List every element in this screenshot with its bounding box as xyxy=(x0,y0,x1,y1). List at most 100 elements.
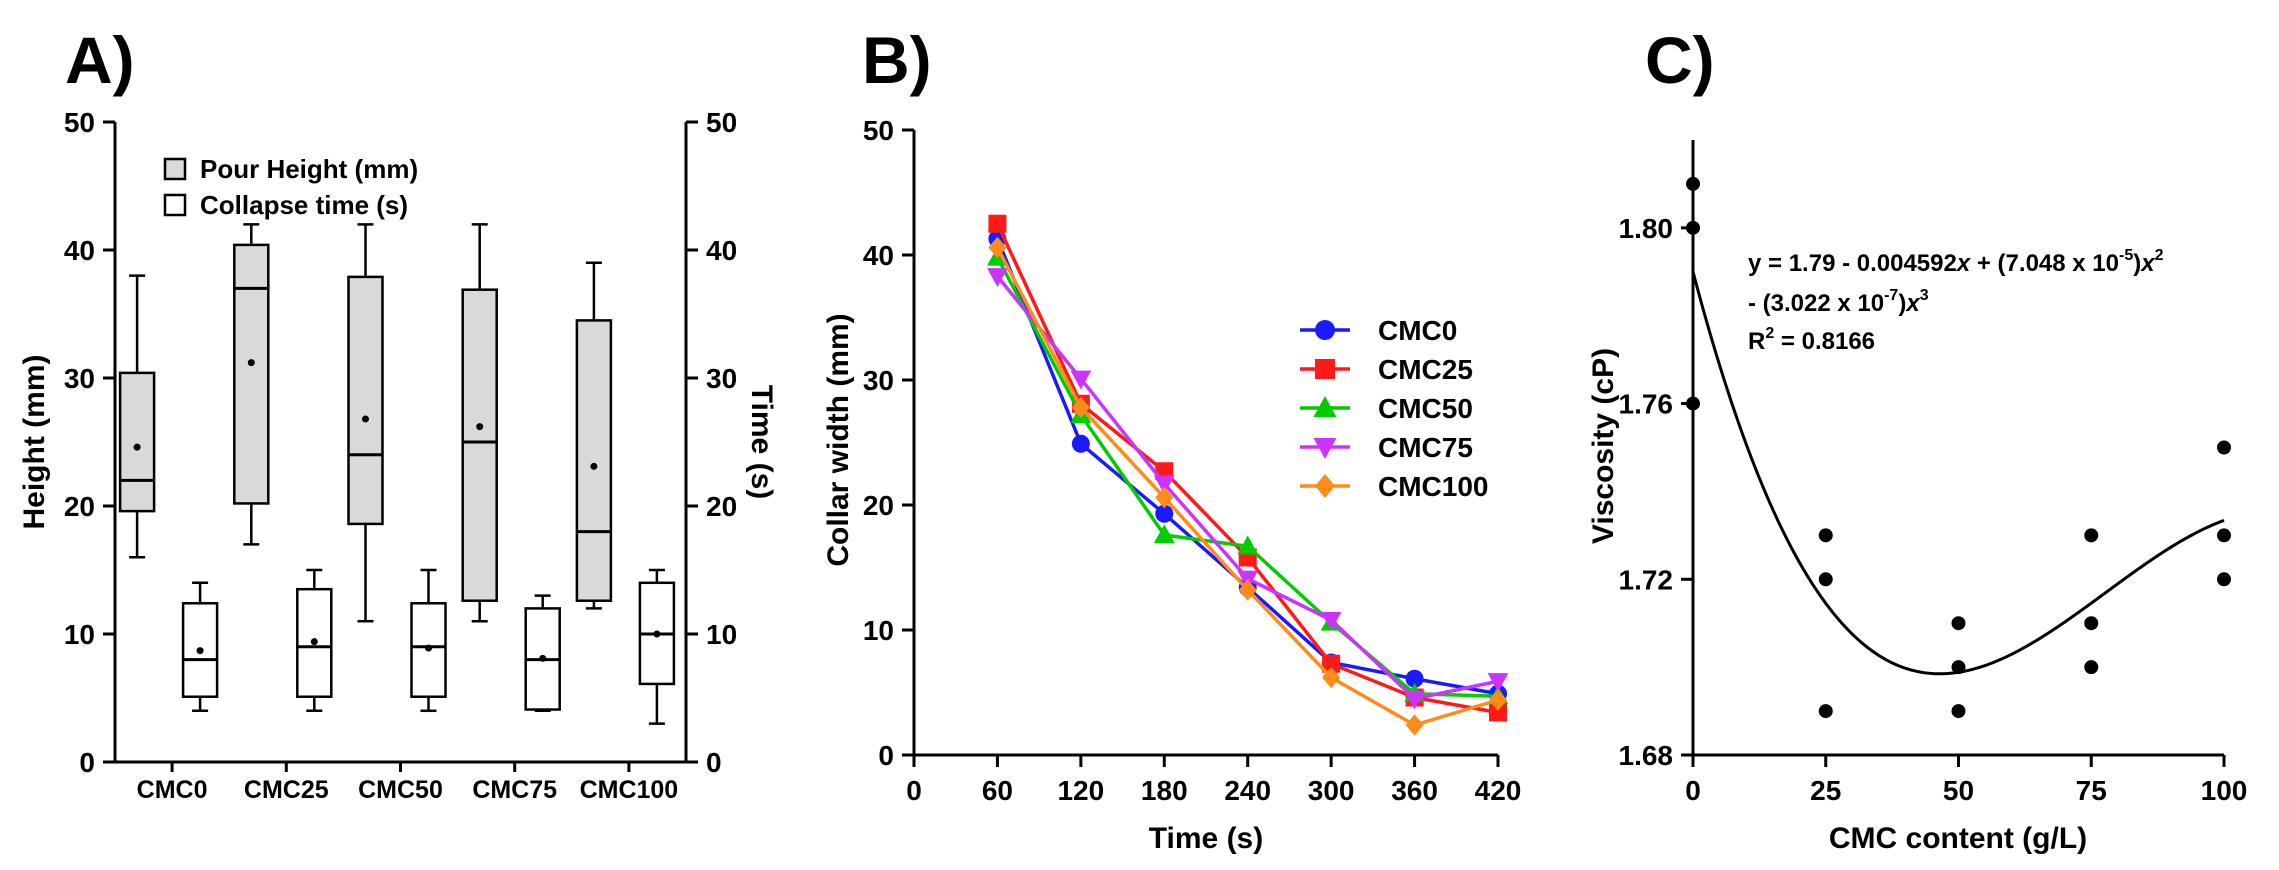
a-y-axis-label: Height (mm) xyxy=(18,355,51,530)
c-data-point xyxy=(2217,440,2231,455)
b-x-tick-label: 0 xyxy=(906,775,922,806)
a-collapse-time-mean xyxy=(653,630,661,638)
a-legend-swatch-collapse-time xyxy=(163,193,187,217)
a-collapse-time-mean xyxy=(196,647,204,655)
a-legend-collapse-time: Collapse time (s) xyxy=(200,190,408,220)
b-x-axis-label: Time (s) xyxy=(1149,822,1263,855)
a-collapse-time-mean xyxy=(310,638,318,646)
panel-label-a: A) xyxy=(65,23,135,97)
a-y2-tick-label: 20 xyxy=(706,491,737,522)
b-series-cmc0-marker xyxy=(1071,434,1090,453)
a-y2-tick-label: 10 xyxy=(706,619,737,650)
a-x-tick-label: CMC100 xyxy=(580,776,679,804)
a-x-tick-label: CMC75 xyxy=(472,776,557,804)
a-pour-height-mean xyxy=(362,415,369,423)
b-x-tick-label: 300 xyxy=(1308,775,1355,806)
c-y-axis-label: Viscosity (cP) xyxy=(1587,348,1620,544)
a-collapse-time-mean xyxy=(539,654,547,662)
c-data-point xyxy=(1818,704,1833,719)
a-pour-height-mean xyxy=(133,443,141,451)
a-y-tick-label: 20 xyxy=(64,491,95,522)
b-y-tick-label: 40 xyxy=(863,240,894,271)
c-data-point xyxy=(1818,572,1833,587)
b-legend-cmc100-swatch-marker xyxy=(1315,474,1335,498)
a-pour-height-mean xyxy=(476,423,484,431)
a-pour-height-box xyxy=(461,288,498,602)
b-series-cmc75-marker xyxy=(987,268,1008,288)
a-y2-tick-label: 0 xyxy=(706,747,722,778)
c-data-point xyxy=(1951,660,1966,675)
c-x-tick-label: 0 xyxy=(1685,775,1701,806)
a-legend-swatch-pour-height xyxy=(163,157,187,181)
c-y-tick-label: 1.68 xyxy=(1619,740,1674,771)
c-x-tick-label: 25 xyxy=(1810,775,1841,806)
a-collapse-time-mean xyxy=(425,644,432,652)
b-series-cmc100-marker xyxy=(1405,714,1424,736)
b-series-cmc25-line xyxy=(995,223,1499,715)
b-legend-cmc75-swatch-marker xyxy=(1313,438,1337,459)
b-series-cmc0-line xyxy=(995,238,1499,696)
b-legend-cmc100: CMC100 xyxy=(1378,471,1488,502)
c-r-squared: R2 = 0.8166 xyxy=(1748,325,1875,355)
a-y2-tick-label: 40 xyxy=(706,235,737,266)
a-pour-height-box xyxy=(233,243,270,505)
a-y2-axis-label: Time (s) xyxy=(745,385,778,499)
panel-c-scatter-chart: Viscosity (cP) CMC content (g/L) 1.68 1.7… xyxy=(1587,140,2247,855)
a-y2-tick-label: 50 xyxy=(706,107,737,138)
b-series-cmc100-marker xyxy=(1155,486,1174,509)
a-x-tick-label: CMC25 xyxy=(244,776,329,804)
c-y-tick-label: 1.80 xyxy=(1619,213,1674,244)
c-data-point xyxy=(1951,704,1966,719)
b-x-tick-label: 360 xyxy=(1391,775,1438,806)
b-series-cmc25-marker xyxy=(988,214,1007,233)
c-y-tick-label: 1.72 xyxy=(1619,564,1674,595)
b-series-cmc75-marker xyxy=(1320,611,1342,631)
c-data-point xyxy=(1686,176,1700,191)
b-legend-cmc50: CMC50 xyxy=(1378,393,1473,424)
b-legend-cmc50-swatch-marker xyxy=(1313,396,1337,417)
a-pour-height-mean xyxy=(590,462,598,470)
b-x-tick-label: 240 xyxy=(1224,775,1271,806)
b-legend-cmc0-swatch-marker xyxy=(1315,320,1335,340)
c-x-tick-label: 100 xyxy=(2201,775,2248,806)
b-legend-cmc75: CMC75 xyxy=(1378,432,1473,463)
a-y-tick-label: 0 xyxy=(79,747,95,778)
c-fit-curve xyxy=(1691,140,2225,676)
b-x-tick-label: 180 xyxy=(1141,775,1188,806)
c-data-point xyxy=(2217,528,2231,543)
b-y-axis-label: Collar width (mm) xyxy=(822,313,855,566)
b-legend-cmc25: CMC25 xyxy=(1378,354,1473,385)
c-data-point xyxy=(1686,220,1700,235)
b-series-cmc75-marker xyxy=(1404,690,1425,710)
b-x-tick-label: 420 xyxy=(1475,775,1522,806)
b-y-tick-label: 50 xyxy=(863,115,894,146)
panel-label-b: B) xyxy=(862,23,932,97)
c-x-tick-label: 50 xyxy=(1943,775,1974,806)
b-series-cmc100-marker xyxy=(1322,666,1341,689)
c-data-point xyxy=(2084,660,2099,675)
b-series-cmc25-marker xyxy=(1322,654,1341,673)
panel-label-c: C) xyxy=(1645,23,1715,97)
b-series-cmc100-marker xyxy=(1238,579,1257,601)
b-series-cmc25-marker xyxy=(1489,703,1507,722)
a-pour-height-box xyxy=(347,275,384,526)
b-legend-cmc0: CMC0 xyxy=(1378,315,1457,346)
b-series-cmc0-marker xyxy=(1155,504,1174,523)
c-data-point xyxy=(2084,528,2099,543)
b-series-cmc75-marker xyxy=(1153,475,1175,495)
c-data-point xyxy=(2217,572,2231,587)
c-data-point xyxy=(1951,616,1966,631)
a-x-tick-label: CMC50 xyxy=(358,776,443,804)
b-y-tick-label: 20 xyxy=(863,490,894,521)
b-x-tick-label: 60 xyxy=(982,775,1013,806)
a-pour-height-mean xyxy=(247,359,255,367)
b-series-cmc75-marker xyxy=(1070,370,1092,390)
b-y-tick-label: 30 xyxy=(863,365,894,396)
b-series-cmc0-marker xyxy=(1405,669,1424,688)
c-data-point xyxy=(2084,616,2099,631)
a-y-tick-label: 30 xyxy=(64,363,95,394)
b-legend-cmc25-swatch-marker xyxy=(1315,359,1335,379)
b-series-cmc100-marker xyxy=(1489,689,1507,711)
panel-a-box-plot: Height (mm) Time (s) 0 0 10 10 20 20 30 30 40 40 5… xyxy=(18,107,778,804)
